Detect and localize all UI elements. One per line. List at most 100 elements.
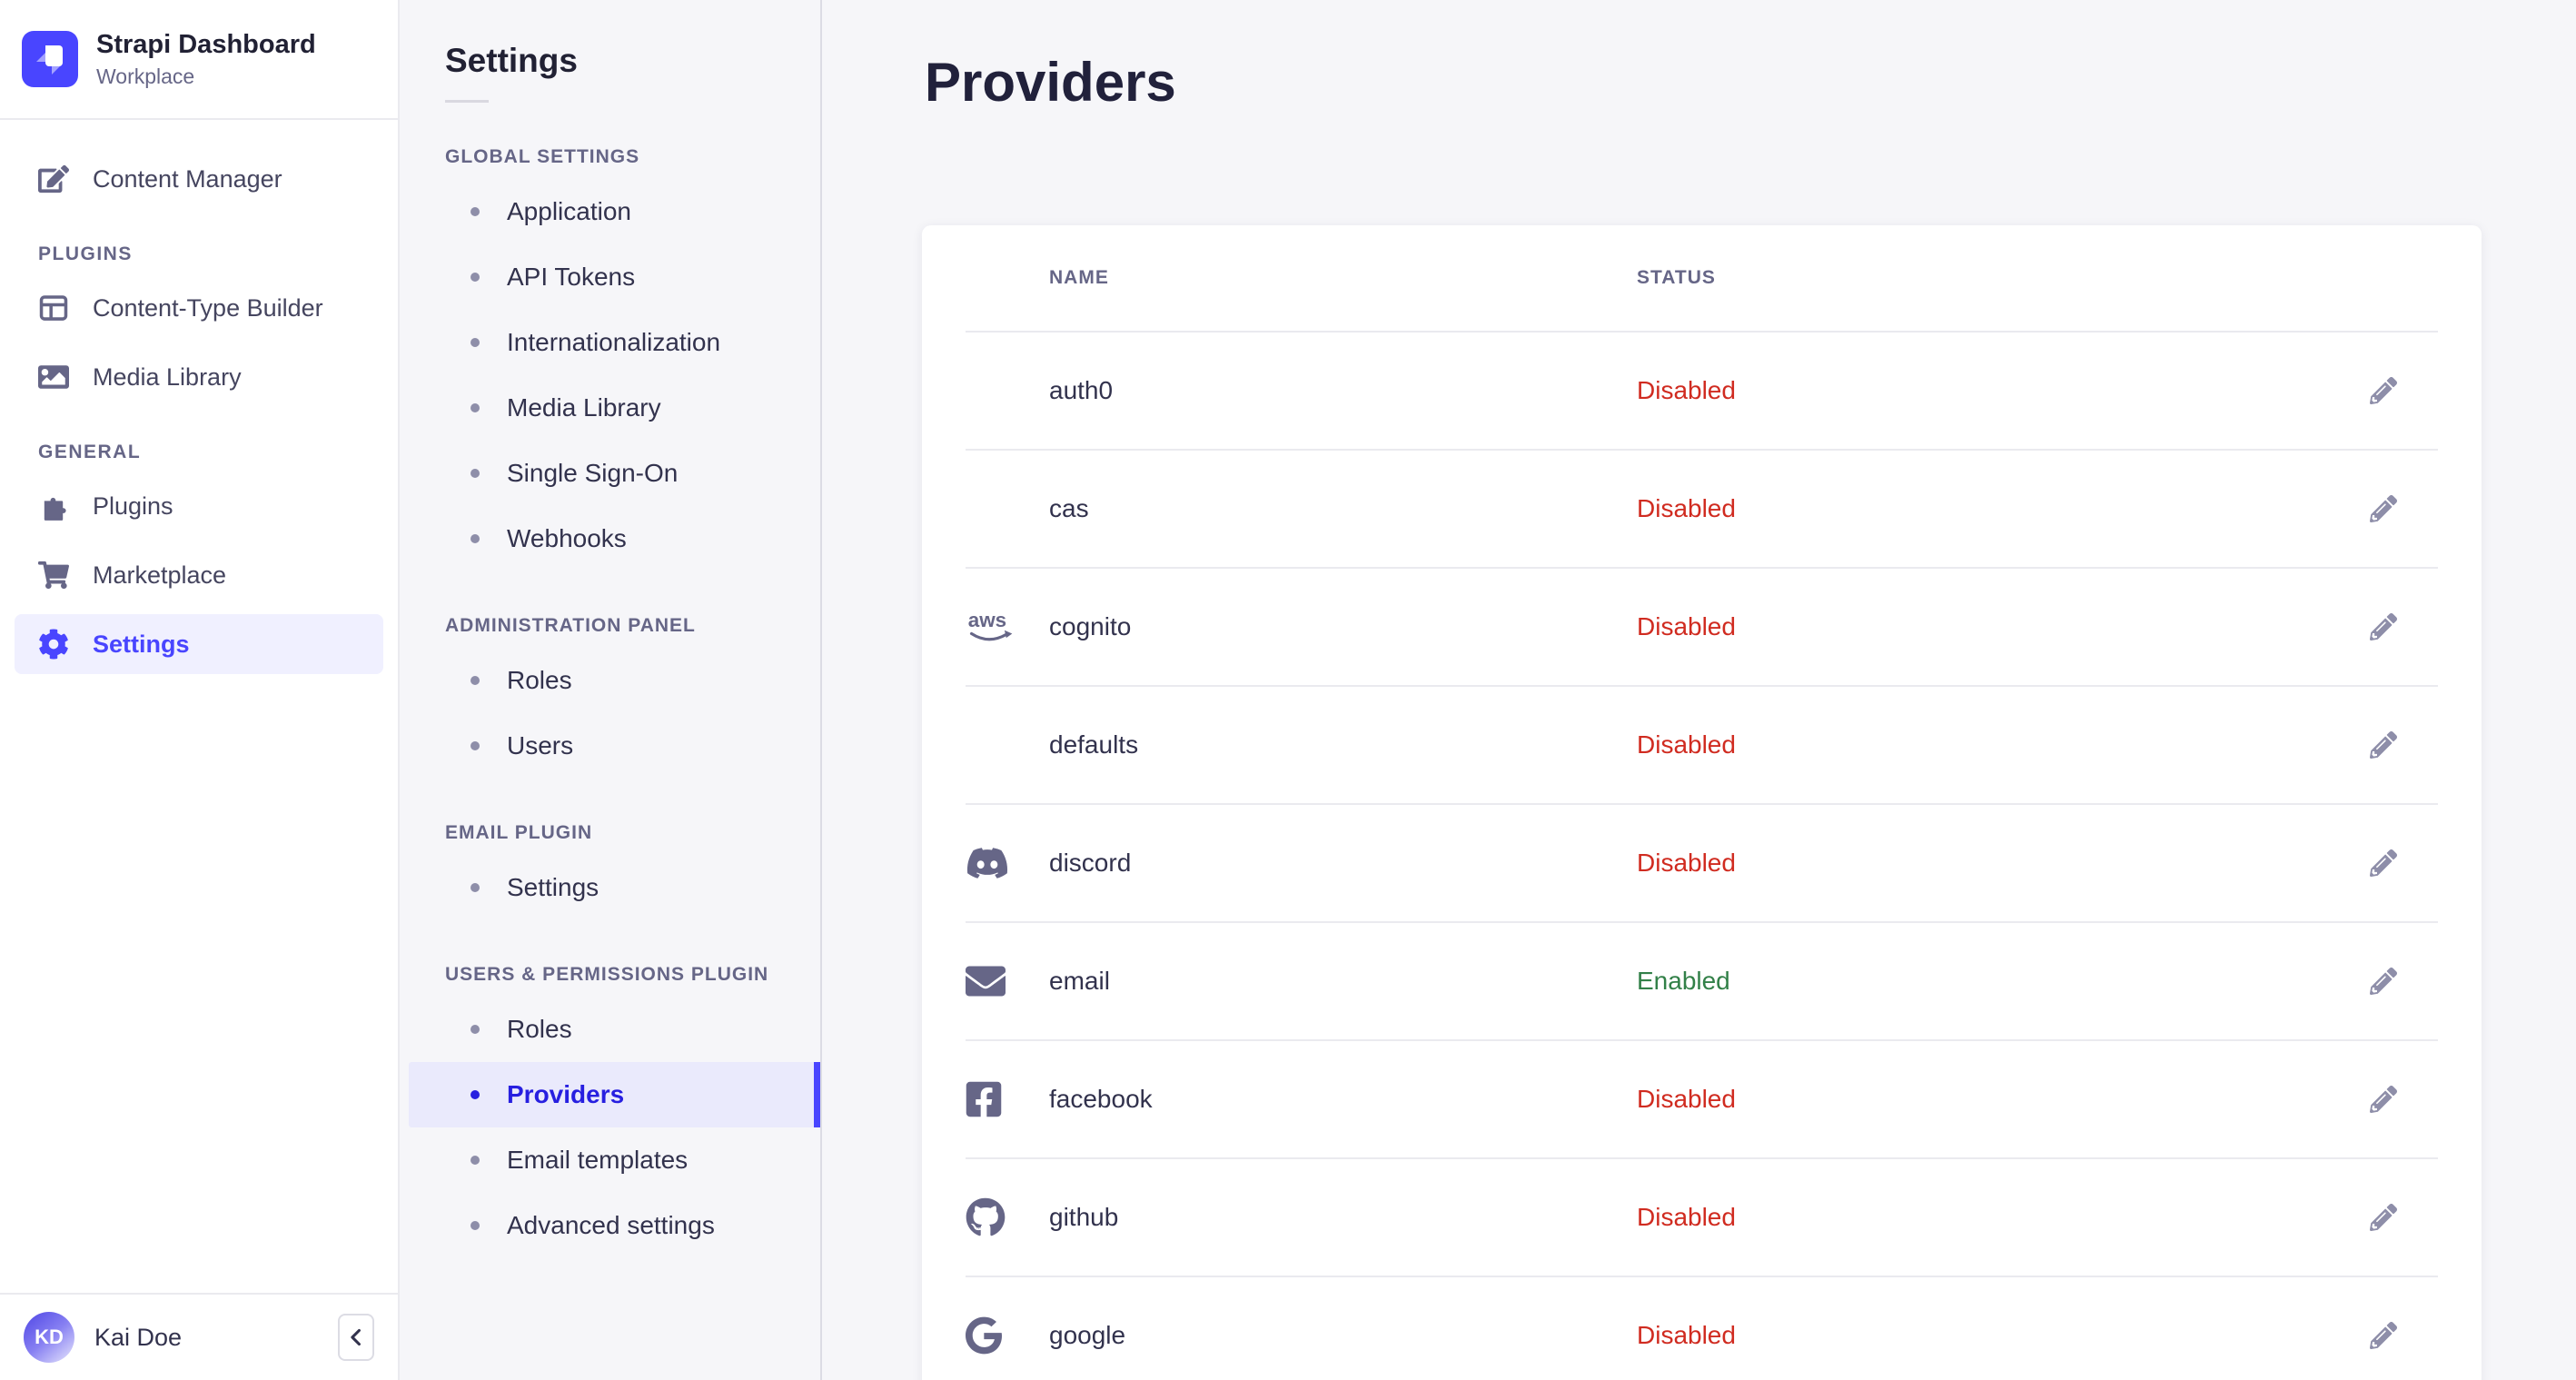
- edit-provider-button[interactable]: [2362, 1196, 2405, 1239]
- facebook-icon: [966, 1079, 1049, 1119]
- sidebar-item-label: Content Manager: [93, 164, 282, 193]
- sidebar-item-label: Plugins: [93, 491, 173, 520]
- column-header-name: NAME: [1049, 267, 1109, 288]
- status-text: Disabled: [1637, 376, 1736, 404]
- edit-provider-button[interactable]: [2362, 723, 2405, 767]
- cart-icon: [38, 560, 69, 591]
- provider-name: discord: [1049, 849, 1132, 877]
- settings-nav-title: Settings: [445, 42, 578, 79]
- subnav-item-users[interactable]: Users: [400, 713, 820, 779]
- subnav-item-single-sign-on[interactable]: Single Sign-On: [400, 441, 820, 506]
- envelope-icon: [966, 961, 1049, 1001]
- subnav-item-api-tokens[interactable]: API Tokens: [400, 244, 820, 310]
- sidebar-item-label: Media Library: [93, 362, 242, 391]
- table-row[interactable]: github Disabled: [966, 1157, 2438, 1276]
- provider-name: facebook: [1049, 1085, 1153, 1113]
- status-text: Enabled: [1637, 967, 1730, 995]
- sidebar-item-plugins[interactable]: Plugins: [15, 476, 383, 536]
- subnav-item-email-templates[interactable]: Email templates: [400, 1127, 820, 1193]
- status-text: Disabled: [1637, 612, 1736, 640]
- sidebar-item-content-type-builder[interactable]: Content-Type Builder: [15, 278, 383, 338]
- pencil-icon: [2370, 968, 2397, 995]
- provider-name: google: [1049, 1321, 1126, 1349]
- main-sidebar: Strapi Dashboard Workplace Content Manag…: [0, 0, 400, 1380]
- pencil-icon: [2370, 1322, 2397, 1349]
- provider-name: auth0: [1049, 376, 1114, 404]
- pencil-icon: [2370, 1204, 2397, 1231]
- status-text: Disabled: [1637, 1321, 1736, 1349]
- avatar[interactable]: KD: [24, 1312, 74, 1363]
- layout-icon: [38, 293, 69, 323]
- subnav-item-label: Providers: [507, 1080, 625, 1108]
- aws-icon: [966, 607, 1049, 647]
- edit-provider-button[interactable]: [2362, 1314, 2405, 1357]
- status-text: Disabled: [1637, 730, 1736, 759]
- provider-name: github: [1049, 1203, 1119, 1231]
- provider-name: email: [1049, 967, 1110, 995]
- edit-provider-button[interactable]: [2362, 841, 2405, 885]
- table-row[interactable]: google Disabled: [966, 1276, 2438, 1380]
- table-row[interactable]: cognito Disabled: [966, 567, 2438, 685]
- subnav-item-label: Media Library: [507, 393, 661, 422]
- status-text: Disabled: [1637, 494, 1736, 522]
- sidebar-item-marketplace[interactable]: Marketplace: [15, 545, 383, 605]
- workspace-header[interactable]: Strapi Dashboard Workplace: [0, 0, 398, 120]
- sidebar-item-media-library[interactable]: Media Library: [15, 347, 383, 407]
- table-row[interactable]: auth0 Disabled: [966, 331, 2438, 449]
- edit-provider-button[interactable]: [2362, 487, 2405, 531]
- subnav-item-roles[interactable]: Roles: [400, 648, 820, 713]
- collapse-sidebar-button[interactable]: [338, 1314, 374, 1361]
- subnav-item-webhooks[interactable]: Webhooks: [400, 506, 820, 571]
- edit-provider-button[interactable]: [2362, 1077, 2405, 1121]
- table-row[interactable]: cas Disabled: [966, 449, 2438, 567]
- subnav-item-media-library[interactable]: Media Library: [400, 375, 820, 441]
- subnav-item-advanced-settings[interactable]: Advanced settings: [400, 1193, 820, 1258]
- edit-provider-button[interactable]: [2362, 605, 2405, 649]
- pencil-icon: [2370, 849, 2397, 877]
- pen-square-icon: [38, 164, 69, 194]
- table-row[interactable]: facebook Disabled: [966, 1039, 2438, 1157]
- subnav-item-settings[interactable]: Settings: [400, 855, 820, 920]
- title-divider: [445, 100, 489, 103]
- sidebar-item-settings[interactable]: Settings: [15, 614, 383, 674]
- status-text: Disabled: [1637, 849, 1736, 877]
- table-row[interactable]: defaults Disabled: [966, 685, 2438, 803]
- workspace-name: Workplace: [96, 64, 195, 88]
- app-title: Strapi Dashboard: [96, 30, 316, 60]
- pencil-icon: [2370, 377, 2397, 404]
- subnav-item-application[interactable]: Application: [400, 179, 820, 244]
- subnav-item-label: Users: [507, 731, 574, 759]
- subnav-item-label: Webhooks: [507, 524, 627, 552]
- pencil-icon: [2370, 613, 2397, 640]
- edit-provider-button[interactable]: [2362, 959, 2405, 1003]
- provider-name: cas: [1049, 494, 1089, 522]
- subnav-item-label: Application: [507, 197, 631, 225]
- subnav-item-label: Email templates: [507, 1146, 689, 1174]
- settings-nav-sections: GLOBAL SETTINGS Application API Tokens Inte…: [400, 146, 820, 1258]
- bullet-icon: [471, 676, 480, 685]
- provider-name: cognito: [1049, 612, 1132, 640]
- subnav-item-providers[interactable]: Providers: [409, 1062, 820, 1127]
- table-row[interactable]: discord Disabled: [966, 803, 2438, 921]
- subnav-item-internationalization[interactable]: Internationalization: [400, 310, 820, 375]
- subnav-item-label: Roles: [507, 1015, 572, 1043]
- chevron-left-icon: [346, 1327, 366, 1347]
- subnav-item-label: Single Sign-On: [507, 459, 679, 487]
- user-name: Kai Doe: [94, 1323, 183, 1351]
- bullet-icon: [471, 207, 480, 216]
- bullet-icon: [471, 403, 480, 412]
- table-row[interactable]: email Enabled: [966, 921, 2438, 1039]
- pencil-icon: [2370, 1086, 2397, 1113]
- subnav-item-roles[interactable]: Roles: [400, 997, 820, 1062]
- main-content: Providers NAME STATUS auth0 Disabled cas Di…: [824, 0, 2576, 1380]
- bullet-icon: [471, 534, 480, 543]
- edit-provider-button[interactable]: [2362, 369, 2405, 412]
- sidebar-item-label: Content-Type Builder: [93, 293, 323, 322]
- sidebar-section-general: GENERAL: [38, 442, 142, 462]
- pencil-icon: [2370, 731, 2397, 759]
- bullet-icon: [471, 883, 480, 892]
- sidebar-section-plugins: PLUGINS: [38, 243, 133, 264]
- sidebar-item-content-manager[interactable]: Content Manager: [15, 149, 383, 209]
- table-body: auth0 Disabled cas Disabled cognito Disabled d…: [922, 331, 2482, 1380]
- bullet-icon: [471, 741, 480, 750]
